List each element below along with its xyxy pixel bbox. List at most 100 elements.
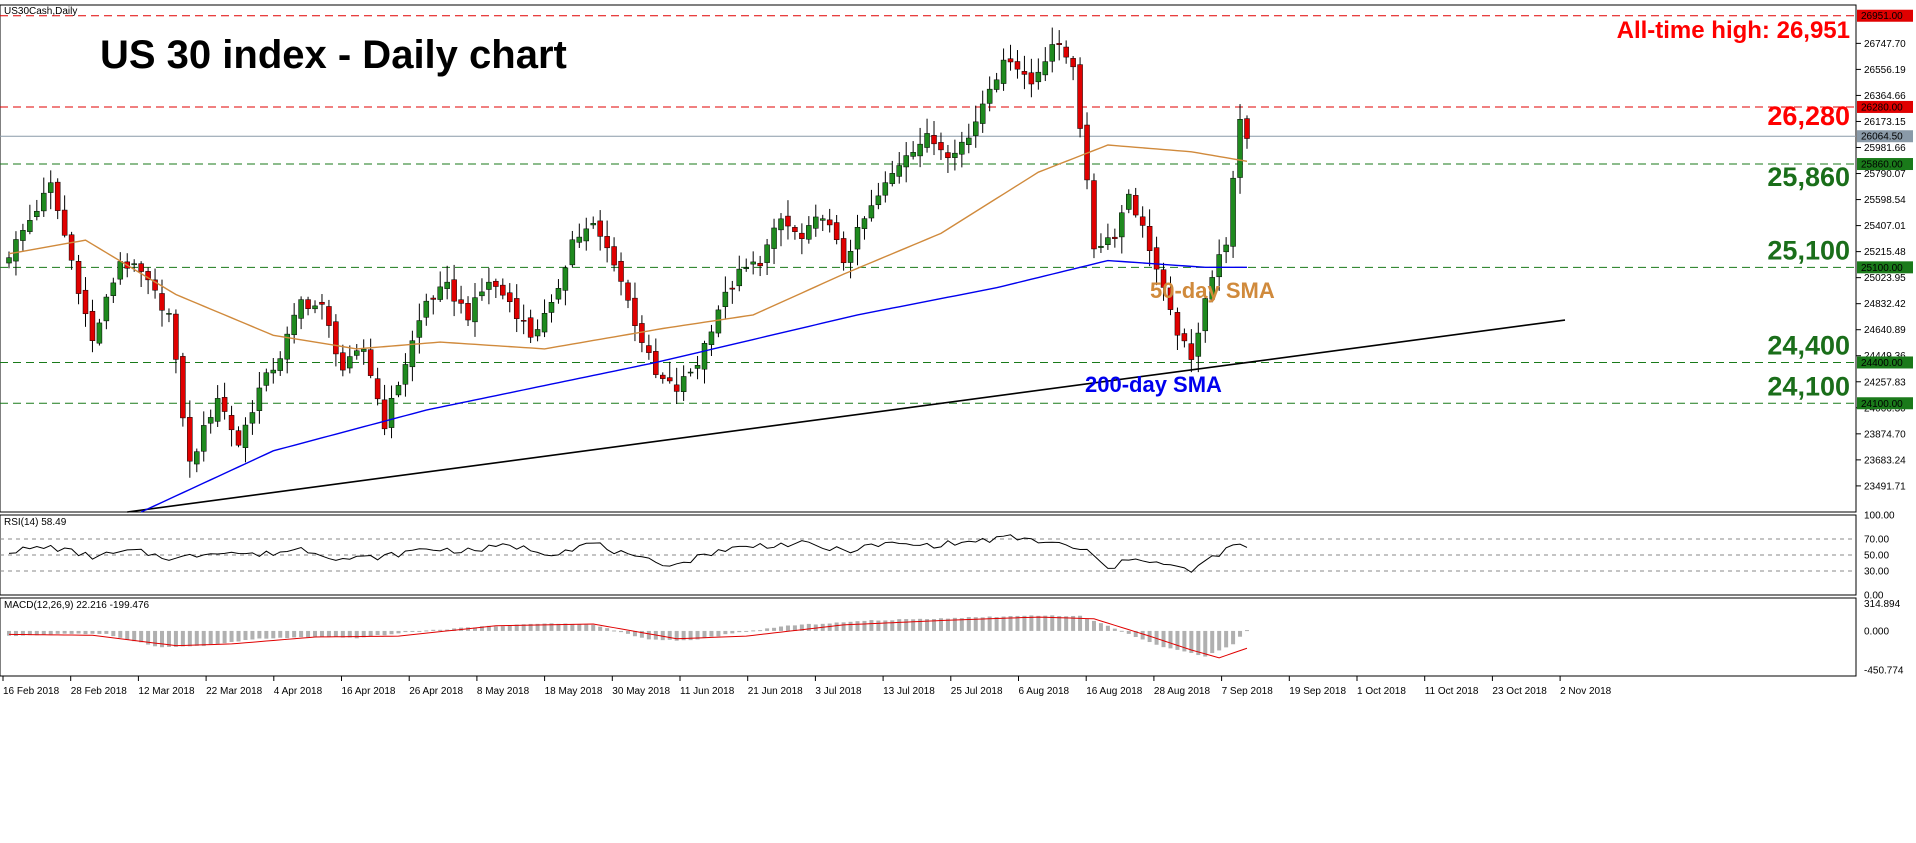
macd-bar-18 bbox=[132, 630, 137, 642]
macd-bar-15 bbox=[111, 630, 116, 637]
candle-body-3 bbox=[27, 220, 33, 232]
macd-bar-168 bbox=[1175, 630, 1180, 650]
candle-body-41 bbox=[291, 314, 297, 336]
macd-bar-140 bbox=[980, 617, 985, 631]
candle-body-83 bbox=[583, 228, 590, 242]
candle-body-105 bbox=[736, 268, 743, 287]
x-tick-label-19: 19 Sep 2018 bbox=[1289, 686, 1346, 697]
macd-tick-1: 0.000 bbox=[1864, 626, 1889, 637]
candle-body-44 bbox=[312, 305, 318, 310]
candle-body-175 bbox=[1223, 244, 1229, 253]
macd-bar-22 bbox=[160, 630, 165, 648]
candle-body-72 bbox=[507, 292, 513, 303]
macd-tick-2: -450.774 bbox=[1864, 666, 1904, 677]
macd-bar-52 bbox=[368, 630, 373, 637]
macd-bar-67 bbox=[472, 627, 477, 631]
x-tick-label-18: 7 Sep 2018 bbox=[1222, 686, 1274, 697]
macd-bar-61 bbox=[431, 629, 436, 631]
candle-body-136 bbox=[952, 152, 958, 158]
macd-bar-100 bbox=[702, 630, 707, 638]
candle-body-169 bbox=[1181, 333, 1188, 342]
candle-body-21 bbox=[152, 279, 158, 291]
macd-bar-142 bbox=[994, 617, 999, 631]
candle-body-81 bbox=[569, 239, 576, 266]
macd-bar-151 bbox=[1057, 616, 1062, 631]
x-tick-label-21: 11 Oct 2018 bbox=[1425, 686, 1479, 697]
macd-bar-90 bbox=[632, 630, 637, 637]
macd-bar-118 bbox=[827, 623, 832, 631]
macd-bar-16 bbox=[118, 630, 123, 638]
candle-body-6 bbox=[47, 182, 54, 193]
candle-body-22 bbox=[159, 293, 165, 311]
x-tick-label-12: 3 Jul 2018 bbox=[815, 686, 862, 697]
x-tick-label-14: 25 Jul 2018 bbox=[951, 686, 1003, 697]
x-tick-label-15: 6 Aug 2018 bbox=[1019, 686, 1070, 697]
macd-bar-115 bbox=[806, 623, 811, 631]
level-annotation-2: 25,860 bbox=[1767, 162, 1850, 192]
macd-bar-167 bbox=[1168, 630, 1173, 649]
macd-bar-154 bbox=[1078, 615, 1083, 631]
candle-body-156 bbox=[1091, 180, 1097, 250]
candle-body-117 bbox=[819, 218, 826, 221]
candle-body-32 bbox=[228, 415, 235, 431]
y-tick-label-15: 23874.70 bbox=[1864, 429, 1906, 440]
macd-bar-98 bbox=[688, 630, 693, 641]
rsi-line bbox=[8, 534, 1248, 573]
candle-body-12 bbox=[89, 310, 96, 341]
x-tick-label-10: 11 Jun 2018 bbox=[680, 686, 735, 697]
candle-body-84 bbox=[590, 223, 596, 226]
y-tick-label-2: 26364.66 bbox=[1864, 91, 1906, 102]
macd-bar-46 bbox=[326, 630, 331, 637]
candle-body-126 bbox=[882, 182, 889, 196]
candle-body-53 bbox=[374, 378, 381, 400]
macd-bar-75 bbox=[528, 623, 533, 631]
candle-body-108 bbox=[757, 262, 763, 267]
macd-bar-42 bbox=[299, 630, 304, 638]
x-tick-label-11: 21 Jun 2018 bbox=[748, 686, 803, 697]
y-tick-label-13: 24257.83 bbox=[1864, 377, 1906, 388]
macd-bar-136 bbox=[952, 617, 957, 631]
macd-bar-62 bbox=[438, 629, 443, 631]
macd-bar-49 bbox=[347, 630, 352, 638]
candle-body-30 bbox=[214, 398, 221, 422]
y-tick-label-11: 24640.89 bbox=[1864, 325, 1906, 336]
macd-bar-68 bbox=[479, 626, 484, 631]
sma50-line bbox=[8, 144, 1248, 350]
macd-bar-56 bbox=[396, 630, 401, 634]
rsi-tick-1: 70.00 bbox=[1864, 535, 1889, 546]
macd-bar-37 bbox=[264, 630, 269, 639]
candle-body-28 bbox=[200, 425, 207, 452]
candle-body-42 bbox=[298, 299, 304, 319]
macd-bar-96 bbox=[674, 630, 679, 641]
macd-bar-44 bbox=[313, 630, 318, 637]
x-tick-label-3: 22 Mar 2018 bbox=[206, 686, 263, 697]
candle-body-129 bbox=[903, 155, 909, 168]
x-axis: 16 Feb 2018 28 Feb 2018 12 Mar 2018 22 Mar … bbox=[2, 676, 1612, 697]
macd-bar-80 bbox=[563, 623, 568, 631]
level-annotation-3: 25,100 bbox=[1767, 235, 1850, 265]
macd-bar-63 bbox=[445, 629, 450, 631]
macd-bar-10 bbox=[76, 630, 81, 634]
candle-body-137 bbox=[959, 141, 965, 155]
macd-bar-141 bbox=[987, 616, 992, 631]
macd-bar-110 bbox=[772, 627, 777, 631]
candle-body-16 bbox=[117, 261, 124, 280]
macd-bar-102 bbox=[716, 630, 721, 637]
candle-body-19 bbox=[138, 263, 144, 272]
candle-body-9 bbox=[68, 234, 75, 261]
rsi-tick-2: 50.00 bbox=[1864, 551, 1889, 562]
candle-body-167 bbox=[1167, 287, 1174, 310]
candle-body-23 bbox=[166, 313, 172, 315]
macd-bar-165 bbox=[1154, 630, 1159, 645]
macd-bar-146 bbox=[1022, 615, 1027, 631]
candle-body-1 bbox=[13, 239, 19, 262]
candle-body-100 bbox=[701, 343, 708, 370]
candle-body-60 bbox=[423, 300, 430, 318]
candle-body-158 bbox=[1105, 237, 1111, 245]
level-annotation-1: 26,280 bbox=[1767, 101, 1850, 131]
macd-bar-35 bbox=[250, 630, 255, 640]
macd-bar-82 bbox=[577, 624, 582, 631]
candle-body-57 bbox=[402, 364, 409, 385]
candle-body-98 bbox=[687, 371, 694, 374]
